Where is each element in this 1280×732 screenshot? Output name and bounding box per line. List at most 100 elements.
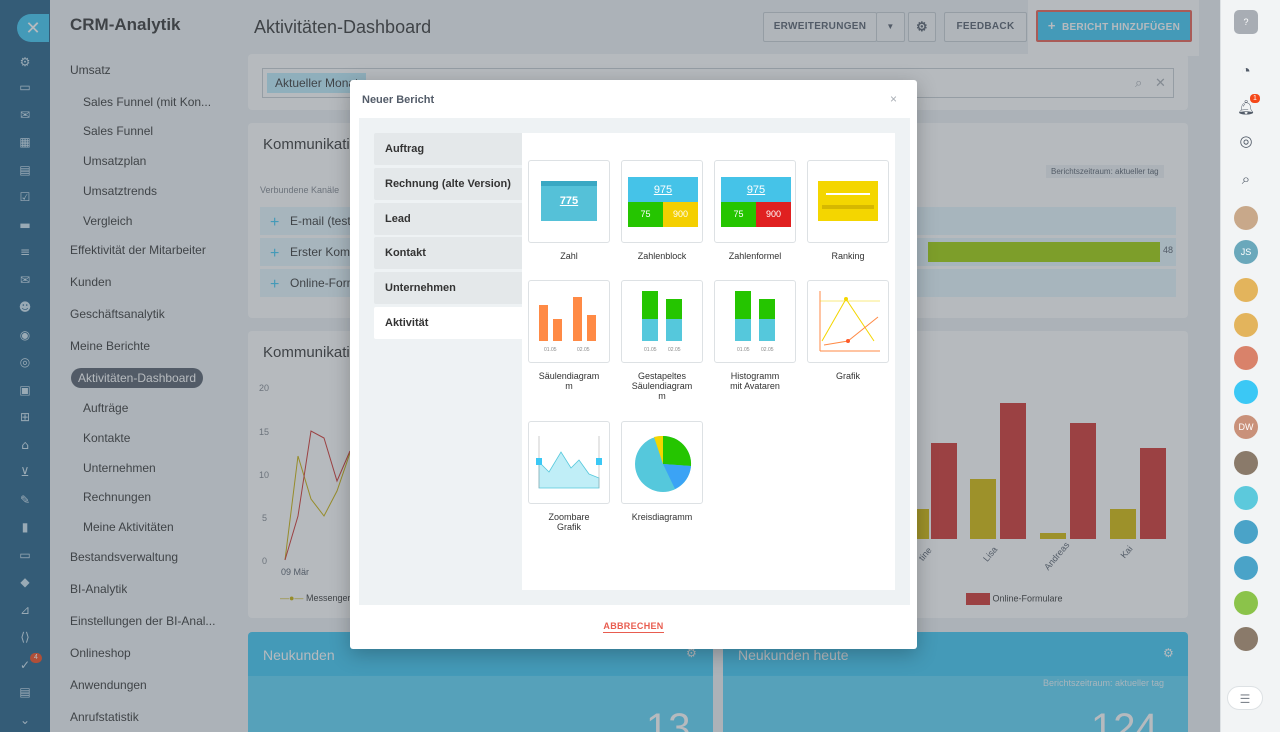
bot-icon[interactable]: ▣	[19, 383, 31, 397]
zoomable-graph-preview	[536, 436, 602, 489]
avatar[interactable]: DW	[1234, 415, 1258, 439]
report-card-number-block[interactable]: 975 75 900	[621, 160, 703, 243]
report-card-graph[interactable]	[807, 280, 889, 363]
clear-icon[interactable]: ✕	[1155, 75, 1166, 90]
gear-icon[interactable]: ⚙	[1163, 646, 1174, 660]
avatar[interactable]	[1234, 313, 1258, 337]
widget-title: Neukunden heute	[738, 647, 849, 663]
group-icon[interactable]: ☻	[18, 300, 32, 314]
document-icon[interactable]: ▤	[19, 163, 31, 177]
drive-icon[interactable]: ▬	[19, 218, 31, 232]
svg-text:01.05: 01.05	[737, 347, 750, 353]
chat-icon[interactable]	[1234, 380, 1258, 404]
feed-icon[interactable]: ▭	[19, 80, 31, 94]
sites-icon[interactable]: ▤	[19, 685, 31, 699]
gear-icon[interactable]: ⚙	[686, 646, 697, 660]
category-company[interactable]: Unternehmen	[374, 272, 522, 304]
contacts-icon[interactable]: ▭	[19, 548, 31, 562]
mail-icon[interactable]: ✉	[19, 273, 31, 287]
bar	[931, 443, 957, 539]
bar-value: 48	[1163, 245, 1174, 255]
y-tick: 0	[262, 556, 268, 566]
category-deal[interactable]: Auftrag	[374, 133, 522, 165]
widget-body	[723, 676, 1188, 732]
avatar[interactable]	[1234, 346, 1258, 370]
y-tick: 10	[259, 470, 270, 480]
cart-icon[interactable]: ⊻	[20, 465, 30, 479]
pulse-icon[interactable]: ◔	[1241, 63, 1251, 80]
page-title: Aktivitäten-Dashboard	[254, 17, 432, 37]
bank-icon[interactable]: ⌂	[21, 438, 29, 452]
more-icon[interactable]: ⌄	[19, 713, 31, 727]
avatar[interactable]	[1234, 278, 1258, 302]
plus-icon[interactable]: +	[270, 245, 280, 262]
report-card-zoomable-graph[interactable]	[528, 421, 610, 504]
messenger-icon[interactable]: ◎	[1239, 133, 1253, 150]
menu-icon[interactable]: ☰	[1227, 686, 1263, 710]
category-contact[interactable]: Kontakt	[374, 237, 522, 269]
code-icon[interactable]: ⟨⟩	[20, 630, 30, 644]
plus-icon[interactable]: +	[270, 276, 280, 293]
analytics-icon[interactable]: ▮	[21, 520, 29, 534]
channel-icon[interactable]	[1234, 486, 1258, 510]
add-report-button[interactable]: + BERICHT HINZUFÜGEN	[1036, 10, 1192, 42]
bookmark-icon[interactable]	[1234, 556, 1258, 580]
report-card-column-chart[interactable]: 01.05 02.05	[528, 280, 610, 363]
avatar[interactable]	[1234, 206, 1258, 230]
svg-text:01.05: 01.05	[544, 347, 557, 353]
sign-icon[interactable]: ✎	[19, 493, 31, 507]
group-chat-icon[interactable]	[1234, 520, 1258, 544]
search-icon[interactable]: ⌕	[1241, 171, 1251, 188]
plus-icon[interactable]: +	[270, 214, 280, 231]
gear-icon[interactable]: ⚙	[908, 12, 936, 42]
y-tick: 20	[259, 383, 270, 393]
bar	[1000, 403, 1026, 539]
column-chart-preview: 01.05 02.05	[539, 297, 596, 353]
report-card-number-formula[interactable]: 975 75 900	[714, 160, 796, 243]
close-icon[interactable]: ✕	[17, 14, 49, 42]
report-card-label: Gestapeltes Säulendiagram m	[631, 371, 693, 401]
chevron-down-icon[interactable]: ▼	[876, 12, 905, 42]
report-card-pie-chart[interactable]	[621, 421, 703, 504]
category-invoice-old[interactable]: Rechnung (alte Version)	[374, 168, 522, 200]
box-icon[interactable]: ◆	[20, 575, 30, 589]
chat-icon[interactable]: ✉	[19, 108, 31, 122]
report-card-histogram-avatars[interactable]: 01.05 02.05	[714, 280, 796, 363]
y-tick: 15	[259, 427, 270, 437]
modal-body: Auftrag Rechnung (alte Version) Lead Kon…	[359, 118, 910, 605]
report-card-label: Kreisdiagramm	[631, 512, 693, 522]
extensions-button[interactable]: ERWEITERUNGEN	[763, 12, 877, 42]
y-tick: 5	[262, 513, 268, 523]
menu-item-activity-dashboard[interactable]: Aktivitäten-Dashboard	[71, 368, 204, 388]
filter-icon[interactable]: ≡	[19, 245, 31, 259]
robot-icon[interactable]: ⊞	[19, 410, 31, 424]
feedback-button[interactable]: FEEDBACK	[944, 12, 1027, 42]
ranking-preview	[818, 181, 878, 221]
cancel-button[interactable]: ABBRECHEN	[350, 621, 917, 633]
report-card-ranking[interactable]	[807, 160, 889, 243]
category-activity[interactable]: Aktivität	[374, 307, 522, 339]
avatar[interactable]	[1234, 627, 1258, 651]
market-icon[interactable]: ⊿	[19, 603, 31, 617]
bar	[1040, 533, 1066, 539]
widget-title: Kommunikatio	[263, 136, 359, 153]
search-icon[interactable]: ⌕	[1135, 75, 1143, 90]
crm-icon[interactable]: ◎	[19, 355, 31, 369]
target-icon[interactable]: ◉	[19, 328, 31, 342]
checkbox-icon[interactable]: ☑	[19, 190, 31, 204]
report-card-number[interactable]: 775	[528, 160, 610, 243]
notes-icon[interactable]	[1234, 591, 1258, 615]
filter-chip[interactable]: Aktueller Monat	[267, 73, 367, 93]
help-icon[interactable]: ?	[1234, 10, 1258, 34]
calendar-icon[interactable]: ▦	[19, 135, 31, 149]
bell-icon[interactable]: 🔔︎	[1237, 99, 1255, 115]
tasks-icon[interactable]: ✓	[19, 658, 31, 672]
channel-label: Online-Form	[290, 276, 357, 290]
puzzle-icon[interactable]: ⚙	[19, 55, 31, 69]
report-card-stacked-column-chart[interactable]: 01.05 02.05	[621, 280, 703, 363]
category-lead[interactable]: Lead	[374, 203, 522, 235]
avatar[interactable]: JS	[1234, 240, 1258, 264]
avatar[interactable]	[1234, 451, 1258, 475]
app-title: CRM-Analytik	[70, 15, 181, 34]
close-icon[interactable]: ×	[890, 92, 898, 106]
